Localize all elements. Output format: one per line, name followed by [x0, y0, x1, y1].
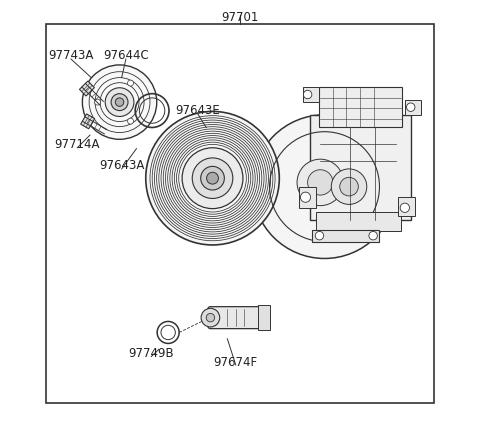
Circle shape: [146, 112, 279, 245]
Text: 97644C: 97644C: [103, 49, 149, 62]
Circle shape: [300, 192, 311, 202]
Bar: [405, 100, 421, 115]
Circle shape: [400, 203, 409, 212]
Bar: [398, 197, 415, 216]
Bar: [312, 230, 380, 242]
Circle shape: [206, 313, 215, 322]
Bar: [258, 305, 270, 330]
Circle shape: [192, 158, 233, 198]
Circle shape: [182, 148, 243, 209]
Bar: [299, 187, 316, 208]
Circle shape: [252, 115, 396, 259]
Circle shape: [105, 88, 134, 117]
Text: 97643A: 97643A: [99, 159, 144, 172]
Circle shape: [206, 172, 218, 184]
Circle shape: [201, 308, 220, 327]
Text: 97749B: 97749B: [129, 347, 174, 360]
Circle shape: [315, 232, 324, 240]
Polygon shape: [80, 81, 95, 96]
Bar: [320, 87, 402, 128]
Circle shape: [407, 103, 415, 112]
Bar: [46, 24, 434, 403]
Circle shape: [201, 166, 224, 190]
Circle shape: [308, 170, 333, 195]
Circle shape: [128, 118, 133, 124]
Circle shape: [331, 169, 367, 204]
Text: 97743A: 97743A: [48, 49, 94, 62]
Circle shape: [95, 99, 100, 105]
Circle shape: [303, 90, 312, 99]
Bar: [302, 87, 320, 102]
Text: 97674F: 97674F: [214, 356, 258, 368]
Circle shape: [128, 80, 133, 86]
Circle shape: [83, 65, 157, 139]
Polygon shape: [81, 114, 95, 129]
Text: 97643E: 97643E: [175, 104, 220, 117]
FancyBboxPatch shape: [208, 307, 264, 329]
Text: 97714A: 97714A: [55, 138, 100, 151]
Circle shape: [111, 94, 128, 111]
Circle shape: [340, 177, 359, 196]
Text: 97701: 97701: [221, 11, 259, 24]
Circle shape: [297, 159, 344, 206]
Circle shape: [115, 98, 124, 106]
Bar: [316, 212, 401, 231]
Bar: [310, 115, 411, 220]
Circle shape: [369, 232, 377, 240]
